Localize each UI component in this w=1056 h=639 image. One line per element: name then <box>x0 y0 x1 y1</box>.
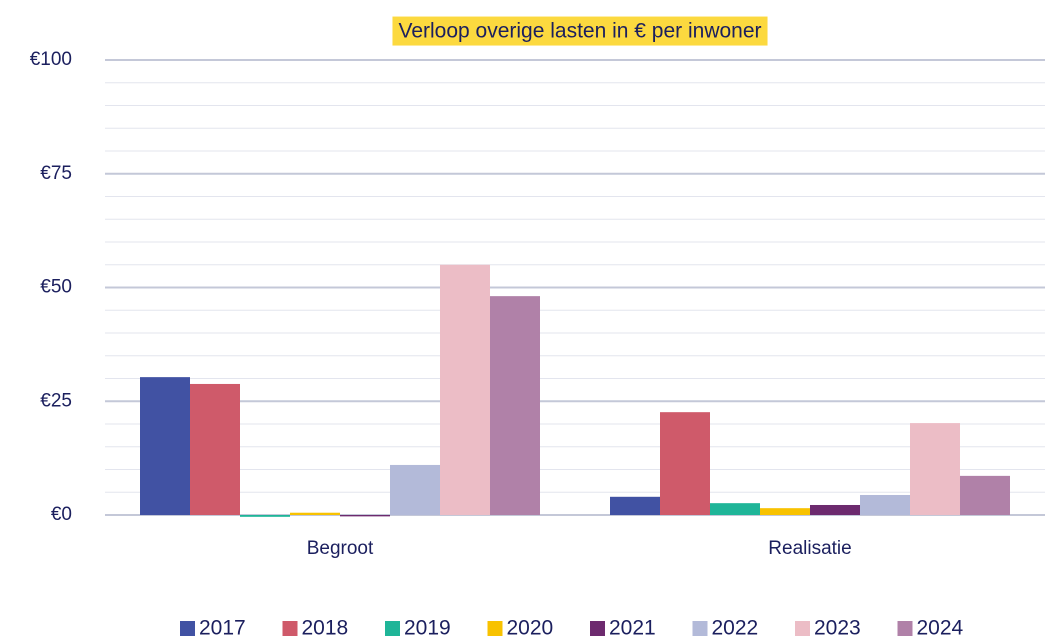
legend-label: 2018 <box>302 617 349 639</box>
legend-label: 2020 <box>507 617 554 639</box>
bar <box>610 496 660 515</box>
bar <box>290 512 340 515</box>
y-tick-label: €25 <box>40 390 72 411</box>
legend-label: 2023 <box>814 617 861 639</box>
chart-title: Verloop overige lasten in € per inwoner <box>398 20 761 43</box>
bar <box>140 377 190 515</box>
bar <box>490 296 540 515</box>
legend-label: 2017 <box>199 617 246 639</box>
legend-swatch <box>487 621 503 636</box>
bar <box>340 515 390 517</box>
bar <box>660 412 710 515</box>
bar <box>240 515 290 517</box>
legend-label: 2024 <box>917 617 964 639</box>
bar <box>440 264 490 515</box>
legend-swatch <box>282 621 298 636</box>
y-tick-label: €0 <box>51 504 72 525</box>
legend-label: 2022 <box>712 617 759 639</box>
legend-label: 2019 <box>404 617 451 639</box>
legend-swatch <box>692 621 708 636</box>
bar <box>860 494 910 515</box>
bar <box>910 423 960 515</box>
y-tick-label: €100 <box>30 49 72 70</box>
x-tick-label: Begroot <box>307 538 374 559</box>
legend-swatch <box>385 621 400 636</box>
y-tick-label: €75 <box>40 163 72 184</box>
bar <box>810 504 860 515</box>
bar <box>390 464 440 515</box>
bar <box>710 503 760 515</box>
title-highlight <box>392 16 768 46</box>
bar <box>760 508 810 515</box>
bar <box>960 475 1010 515</box>
legend-swatch <box>897 621 913 636</box>
legend-swatch <box>795 621 810 636</box>
bar <box>190 383 240 515</box>
legend-swatch <box>590 621 605 636</box>
y-tick-label: €50 <box>40 277 72 298</box>
legend-label: 2021 <box>609 617 656 639</box>
x-tick-label: Realisatie <box>768 538 851 559</box>
legend-swatch <box>180 621 195 636</box>
